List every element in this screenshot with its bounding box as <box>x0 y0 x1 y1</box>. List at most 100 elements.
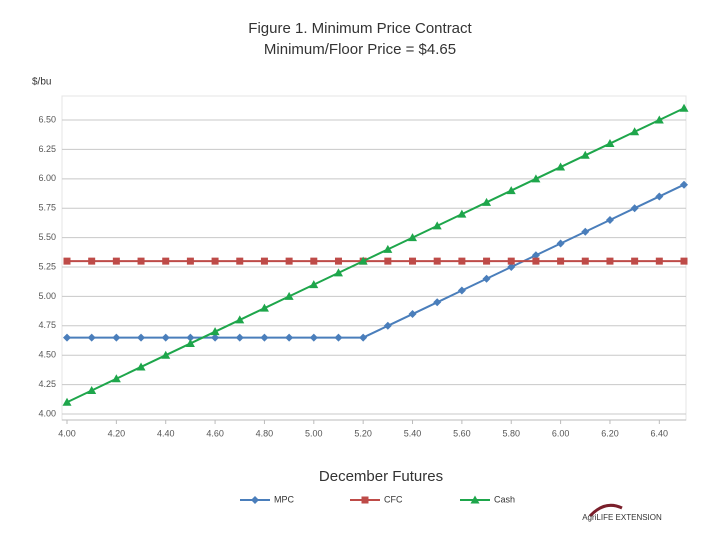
marker <box>309 280 319 289</box>
marker <box>384 257 392 265</box>
marker <box>605 139 615 148</box>
marker <box>235 315 245 324</box>
marker <box>531 251 540 260</box>
marker <box>211 257 219 265</box>
logo-swoosh <box>588 503 623 518</box>
marker <box>285 333 294 342</box>
marker <box>111 374 121 383</box>
chart-title: Figure 1. Minimum Price Contract <box>248 20 472 37</box>
marker <box>506 186 516 195</box>
y-tick-label: 5.00 <box>38 291 56 301</box>
marker <box>483 257 491 265</box>
y-axis-label: $/bu <box>32 77 51 88</box>
marker <box>87 333 96 342</box>
marker <box>679 103 689 112</box>
marker <box>137 333 146 342</box>
marker <box>581 227 590 236</box>
marker <box>507 257 515 265</box>
y-tick-label: 6.25 <box>38 144 56 154</box>
marker <box>581 257 589 265</box>
y-tick-label: 5.50 <box>38 232 56 242</box>
marker <box>457 286 466 295</box>
marker <box>211 333 220 342</box>
marker <box>580 150 590 159</box>
marker <box>259 303 269 312</box>
x-tick-label: 5.80 <box>502 428 520 438</box>
marker <box>655 257 663 265</box>
marker <box>161 350 171 359</box>
y-tick-label: 4.50 <box>38 350 56 360</box>
marker <box>251 496 259 504</box>
marker <box>630 204 639 213</box>
y-tick-label: 5.25 <box>38 261 56 271</box>
x-tick-label: 5.40 <box>404 428 422 438</box>
marker <box>62 397 72 406</box>
marker <box>630 127 640 136</box>
marker <box>432 221 442 230</box>
x-tick-label: 6.40 <box>651 428 669 438</box>
marker <box>186 257 194 265</box>
legend-label: MPC <box>274 494 295 504</box>
y-tick-label: 6.50 <box>38 114 56 124</box>
y-tick-label: 4.00 <box>38 408 56 418</box>
marker <box>87 385 97 394</box>
marker <box>556 162 566 171</box>
marker <box>161 333 170 342</box>
marker <box>383 244 393 253</box>
marker <box>185 338 195 347</box>
marker <box>235 333 244 342</box>
marker <box>631 257 639 265</box>
marker <box>136 362 146 371</box>
plot-area <box>61 95 687 421</box>
x-tick-label: 6.20 <box>601 428 619 438</box>
marker <box>310 257 318 265</box>
series-line <box>66 107 685 404</box>
marker <box>433 298 442 307</box>
marker <box>433 257 441 265</box>
marker <box>309 333 318 342</box>
marker <box>457 209 467 218</box>
marker <box>680 180 688 189</box>
x-tick-label: 4.00 <box>58 428 76 438</box>
x-tick-label: 4.80 <box>256 428 274 438</box>
marker <box>532 257 540 265</box>
marker <box>112 333 121 342</box>
y-tick-label: 4.75 <box>38 320 56 330</box>
marker <box>408 233 418 242</box>
y-tick-label: 4.25 <box>38 379 56 389</box>
chart-subtitle: Minimum/Floor Price = $4.65 <box>264 41 456 58</box>
marker <box>358 256 368 265</box>
marker <box>606 257 614 265</box>
x-tick-label: 5.60 <box>453 428 471 438</box>
marker <box>482 197 492 206</box>
series-line <box>67 183 685 339</box>
marker <box>186 333 195 342</box>
x-axis-label: December Futures <box>319 468 443 485</box>
logo: AgriLIFE EXTENSION <box>582 513 662 522</box>
marker <box>359 333 368 342</box>
x-tick-label: 5.20 <box>354 428 372 438</box>
marker <box>284 291 294 300</box>
marker <box>482 274 491 283</box>
marker <box>112 257 120 265</box>
marker <box>260 257 268 265</box>
marker <box>88 257 96 265</box>
y-tick-label: 5.75 <box>38 203 56 213</box>
marker <box>531 174 541 183</box>
marker <box>605 215 614 224</box>
legend-label: CFC <box>384 494 403 504</box>
x-tick-label: 5.00 <box>305 428 323 438</box>
marker <box>236 257 244 265</box>
marker <box>334 333 343 342</box>
marker <box>507 263 516 272</box>
marker <box>655 192 664 201</box>
marker <box>260 333 269 342</box>
marker <box>383 321 392 330</box>
x-tick-label: 6.00 <box>552 428 570 438</box>
marker <box>680 257 688 265</box>
marker <box>162 257 170 265</box>
marker <box>63 257 71 265</box>
marker <box>408 310 417 319</box>
marker <box>458 257 466 265</box>
x-tick-label: 4.60 <box>206 428 224 438</box>
